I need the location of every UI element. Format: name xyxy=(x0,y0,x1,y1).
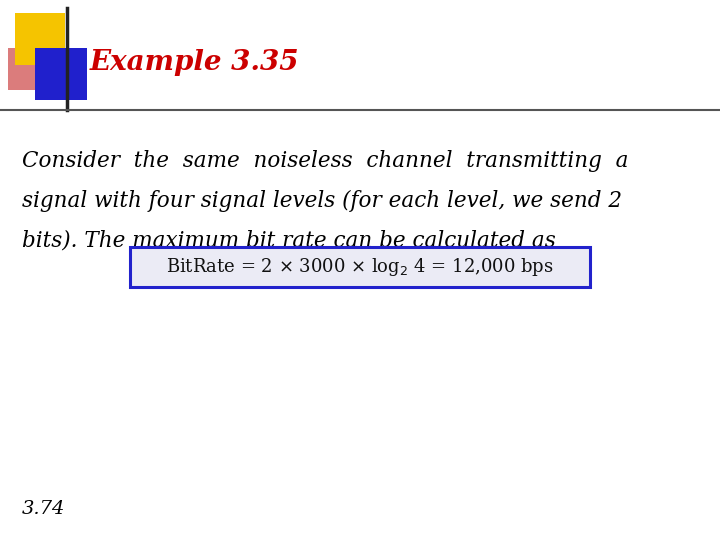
Text: signal with four signal levels (for each level, we send 2: signal with four signal levels (for each… xyxy=(22,190,622,212)
Bar xyxy=(130,247,590,287)
Bar xyxy=(35,48,87,100)
Text: bits). The maximum bit rate can be calculated as: bits). The maximum bit rate can be calcu… xyxy=(22,230,556,252)
Text: 3.74: 3.74 xyxy=(22,500,66,518)
Bar xyxy=(8,48,46,90)
Text: BitRate = 2 $\times$ 3000 $\times$ log$_2$ 4 = 12,000 bps: BitRate = 2 $\times$ 3000 $\times$ log$_… xyxy=(166,256,554,278)
Text: Consider  the  same  noiseless  channel  transmitting  a: Consider the same noiseless channel tran… xyxy=(22,150,629,172)
Text: Example 3.35: Example 3.35 xyxy=(90,50,300,77)
Bar xyxy=(15,13,65,65)
